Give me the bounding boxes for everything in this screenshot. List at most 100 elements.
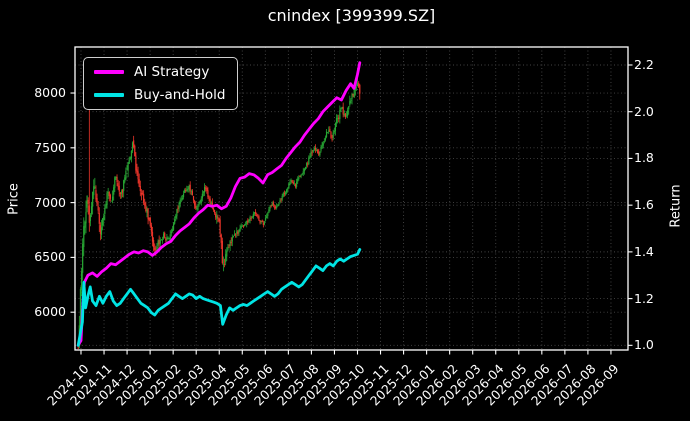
candle-body	[223, 263, 226, 265]
candle-body	[197, 204, 199, 210]
candle-body	[188, 186, 190, 190]
candle-body	[125, 170, 127, 180]
candle-body	[248, 220, 250, 222]
candle-body	[209, 198, 211, 205]
candle-body	[281, 195, 283, 200]
candle-body	[343, 113, 345, 116]
candle-body	[181, 198, 184, 200]
candle-body	[349, 101, 351, 105]
candle-body	[291, 180, 293, 183]
candle-body	[296, 181, 298, 187]
series-line-buy-and-hold	[76, 248, 362, 347]
y-right-tick-label: 1.8	[634, 150, 654, 166]
candle-body	[111, 196, 114, 201]
candle-body	[80, 271, 83, 291]
candle-body	[252, 213, 254, 218]
candle-body	[286, 189, 288, 193]
candle-body	[109, 194, 111, 199]
candle-body	[117, 183, 119, 187]
candle-body	[337, 118, 339, 120]
candle-body	[272, 202, 274, 206]
candle-body	[251, 217, 253, 219]
candle-body	[300, 174, 302, 178]
y-left-tick-label: 7500	[34, 139, 66, 155]
candle-body	[288, 183, 290, 189]
candle-body	[283, 193, 286, 195]
candle-body	[138, 179, 140, 187]
candle-body	[353, 88, 355, 98]
candle-body	[104, 208, 106, 214]
candle-body	[213, 209, 216, 213]
candle-body	[284, 192, 287, 195]
candle-body	[263, 221, 266, 225]
candle-body	[151, 231, 154, 242]
y-left-tick-label: 7000	[34, 194, 66, 210]
candle-body	[264, 217, 267, 221]
candlestick-series	[77, 67, 361, 350]
candle-body	[236, 231, 238, 234]
candle-body	[178, 202, 180, 209]
candle-body	[256, 214, 258, 217]
candle-body	[175, 215, 177, 219]
candle-body	[205, 187, 207, 189]
candle-body	[121, 189, 124, 193]
candle-body	[221, 240, 223, 264]
candle-body	[332, 132, 334, 138]
candle-body	[278, 203, 280, 206]
candle-body	[149, 217, 151, 226]
candle-body	[299, 175, 301, 177]
candle-body	[233, 234, 236, 236]
candle-body	[277, 205, 279, 207]
candle-body	[108, 191, 110, 197]
candle-body	[240, 226, 242, 229]
candle-body	[129, 157, 131, 159]
candle-body	[358, 83, 360, 88]
candle-body	[174, 219, 176, 224]
candle-body	[131, 142, 134, 152]
candle-body	[289, 182, 291, 185]
candle-body	[87, 199, 89, 204]
y-axis-label-return: Return	[668, 184, 684, 228]
candle-body	[341, 107, 343, 109]
candle-body	[309, 156, 311, 158]
candle-body	[245, 224, 247, 226]
candle-body	[161, 239, 164, 241]
candle-body	[216, 215, 218, 219]
candle-body	[118, 185, 120, 192]
candle-body	[342, 106, 344, 115]
candle-body	[262, 223, 264, 226]
chart-title: cnindex [399399.SZ]	[267, 6, 436, 25]
candle-body	[208, 197, 210, 199]
candle-body	[355, 87, 358, 89]
candle-body	[164, 232, 166, 238]
candle-body	[334, 123, 337, 132]
candle-body	[261, 220, 263, 223]
candle-body	[222, 264, 225, 266]
candle-body	[338, 117, 340, 120]
candle-body	[323, 140, 325, 142]
candle-body	[317, 149, 319, 153]
candle-body	[226, 250, 228, 257]
candle-body	[352, 94, 354, 96]
candle-body	[302, 171, 304, 174]
candle-body	[340, 107, 342, 111]
candle-body	[99, 225, 101, 234]
candle-body	[231, 237, 233, 242]
candle-body	[297, 178, 299, 182]
candle-body	[274, 206, 277, 208]
candle-body	[89, 214, 92, 222]
candle-body	[103, 216, 105, 220]
candle-body	[294, 184, 297, 187]
candle-body	[187, 188, 189, 190]
candle-body	[356, 83, 359, 86]
series-line-ai-strategy	[76, 61, 362, 347]
candle-body	[207, 190, 209, 198]
candle-body	[169, 234, 171, 239]
candle-body	[311, 152, 313, 154]
candle-body	[194, 200, 196, 206]
candle-body	[345, 114, 348, 116]
candle-body	[347, 110, 349, 116]
candle-body	[330, 131, 332, 138]
candle-body	[269, 206, 271, 209]
